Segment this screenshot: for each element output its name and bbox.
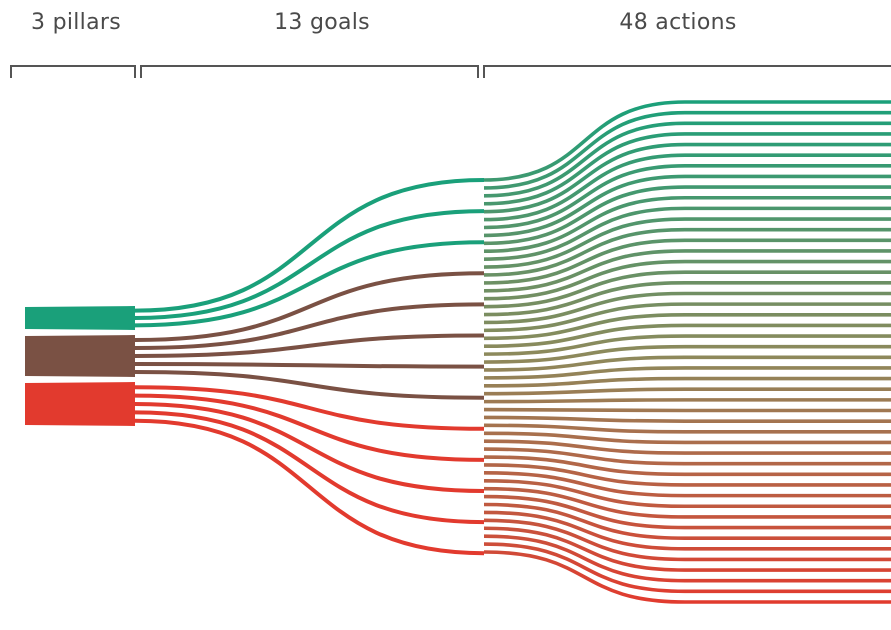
action-line-9 xyxy=(483,185,891,246)
action-line-2 xyxy=(483,110,891,190)
pillar-block-3 xyxy=(25,382,135,426)
pillar-block-2 xyxy=(25,335,135,377)
action-line-5 xyxy=(483,142,891,214)
header-goals: 13 goals xyxy=(274,10,370,35)
action-line-48 xyxy=(483,550,891,604)
action-line-17 xyxy=(483,270,891,309)
goal-line-5 xyxy=(134,302,485,350)
goal-line-9 xyxy=(134,385,485,431)
bracket-goals xyxy=(140,65,479,78)
action-line-46 xyxy=(483,534,891,583)
goal-line-12 xyxy=(134,410,485,525)
action-line-16 xyxy=(483,259,891,301)
action-line-18 xyxy=(483,281,891,317)
action-line-43 xyxy=(483,510,891,551)
goal-line-6 xyxy=(134,333,485,358)
action-line-36 xyxy=(483,455,891,477)
action-line-14 xyxy=(483,238,891,285)
action-line-40 xyxy=(483,486,891,519)
column-brackets xyxy=(10,65,891,78)
action-line-25 xyxy=(483,355,891,372)
action-line-38 xyxy=(483,471,891,498)
action-line-22 xyxy=(483,323,891,349)
action-line-34 xyxy=(483,439,891,455)
action-line-31 xyxy=(483,415,891,423)
action-line-7 xyxy=(483,164,891,230)
action-line-27 xyxy=(483,376,891,388)
action-line-32 xyxy=(483,423,891,434)
goals-layer xyxy=(134,178,485,556)
action-line-24 xyxy=(483,344,891,364)
action-line-20 xyxy=(483,302,891,333)
action-line-6 xyxy=(483,153,891,222)
action-line-13 xyxy=(483,227,891,277)
header-pillars: 3 pillars xyxy=(31,10,121,35)
action-line-47 xyxy=(483,542,891,594)
action-line-42 xyxy=(483,502,891,540)
goal-line-10 xyxy=(134,393,485,462)
goal-line-8 xyxy=(134,370,485,400)
action-line-28 xyxy=(483,387,891,396)
action-line-45 xyxy=(483,526,891,572)
bracket-actions xyxy=(483,65,891,78)
action-line-3 xyxy=(483,121,891,198)
action-line-11 xyxy=(483,206,891,261)
action-line-33 xyxy=(483,431,891,445)
goal-line-2 xyxy=(134,209,485,320)
action-line-29 xyxy=(483,398,891,404)
action-line-30 xyxy=(483,407,891,413)
action-line-39 xyxy=(483,478,891,509)
goal-line-4 xyxy=(134,271,485,342)
goal-line-13 xyxy=(134,418,485,556)
action-line-37 xyxy=(483,463,891,487)
pillar-block-1 xyxy=(25,306,135,330)
actions-layer xyxy=(483,100,891,604)
bracket-pillars xyxy=(10,65,136,78)
action-line-4 xyxy=(483,132,891,206)
action-line-15 xyxy=(483,249,891,293)
action-line-41 xyxy=(483,494,891,530)
action-line-8 xyxy=(483,174,891,238)
goal-line-11 xyxy=(134,402,485,493)
action-line-23 xyxy=(483,334,891,356)
goal-line-7 xyxy=(134,362,485,369)
action-line-26 xyxy=(483,366,891,380)
action-line-19 xyxy=(483,291,891,325)
header-actions: 48 actions xyxy=(619,10,737,35)
goal-line-3 xyxy=(134,240,485,328)
pillars-layer xyxy=(25,306,135,426)
goal-line-1 xyxy=(134,178,485,313)
action-line-44 xyxy=(483,518,891,562)
action-line-35 xyxy=(483,447,891,466)
action-line-10 xyxy=(483,195,891,254)
action-line-12 xyxy=(483,217,891,269)
action-line-21 xyxy=(483,312,891,341)
action-line-1 xyxy=(483,100,891,182)
